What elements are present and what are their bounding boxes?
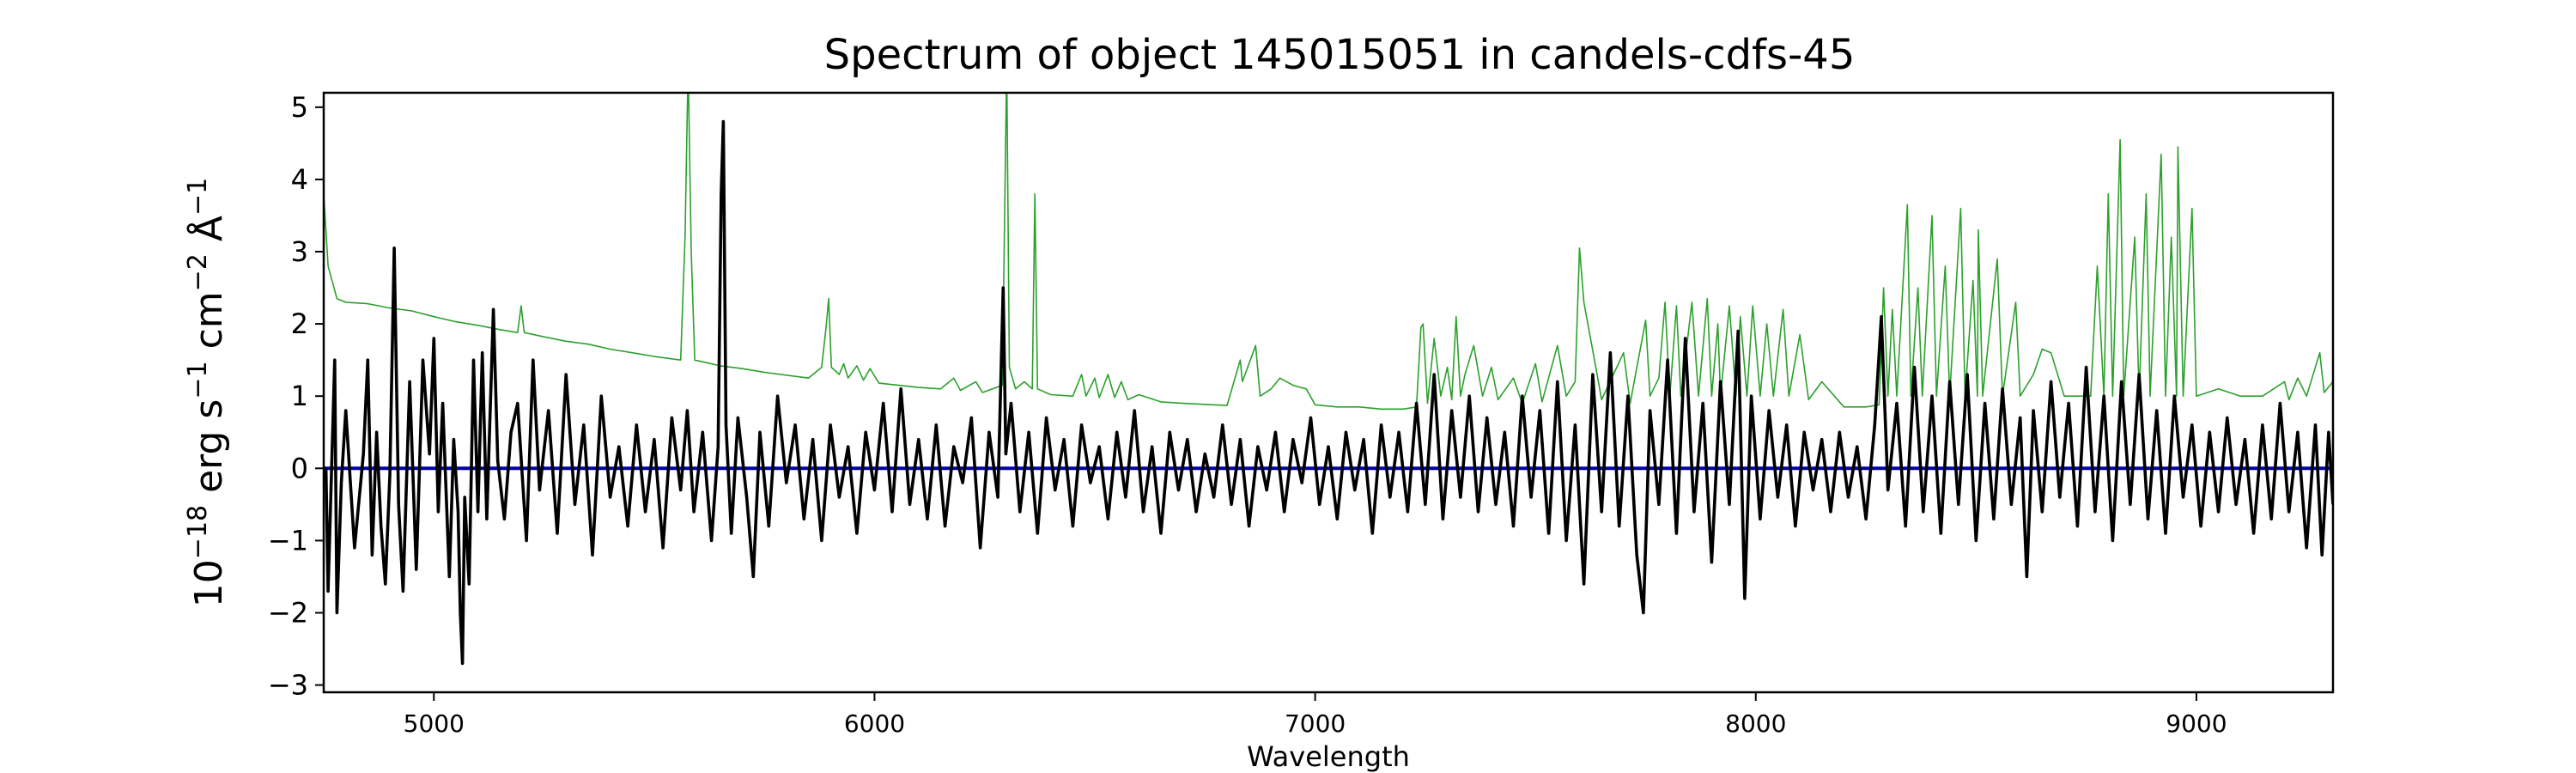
plot-area: [322, 91, 2335, 694]
y-tick-label: 1: [291, 380, 308, 412]
y-axis-label-exp4: −1: [183, 178, 213, 216]
y-tick-label: 5: [291, 91, 308, 124]
sky-spectrum-line: [324, 93, 2333, 411]
x-tick-label: 7000: [1285, 709, 1346, 738]
flux-spectrum-line: [324, 119, 2333, 666]
x-axis-label: Wavelength: [1247, 740, 1410, 773]
x-axis-ticks: 5000 6000 7000 8000 9000: [404, 692, 2227, 738]
x-tick-label: 6000: [844, 709, 905, 738]
y-tick-label: 3: [291, 235, 308, 268]
x-tick-label: 5000: [404, 709, 465, 738]
y-axis-label-exp2: −1: [183, 361, 213, 399]
y-tick-label: 2: [291, 307, 308, 340]
y-tick-label: 0: [291, 452, 308, 484]
y-tick-label: −2: [268, 596, 308, 629]
y-axis-label: 10−18 erg s−1 cm−2 Å−1: [183, 178, 231, 607]
x-tick-label: 9000: [2166, 709, 2227, 738]
y-axis-label-exp3: −2: [183, 253, 213, 291]
y-tick-label: −1: [268, 524, 308, 557]
chart-title: Spectrum of object 145015051 in candels-…: [824, 31, 1856, 79]
y-axis-label-part3: cm: [187, 291, 231, 361]
y-tick-label: −3: [268, 669, 308, 702]
y-axis-label-base: 10: [187, 559, 231, 607]
x-tick-label: 8000: [1725, 709, 1786, 738]
y-axis-ticks: −3 −2 −1 0 1 2 3 4 5: [268, 91, 324, 702]
axes-frame: [322, 91, 2335, 694]
y-axis-label-exp1: −18: [183, 505, 213, 559]
y-axis-label-part2: erg s: [187, 399, 231, 505]
y-axis-label-part4: Å: [185, 216, 231, 253]
series-layer: [324, 93, 2333, 666]
y-tick-label: 4: [291, 163, 308, 196]
